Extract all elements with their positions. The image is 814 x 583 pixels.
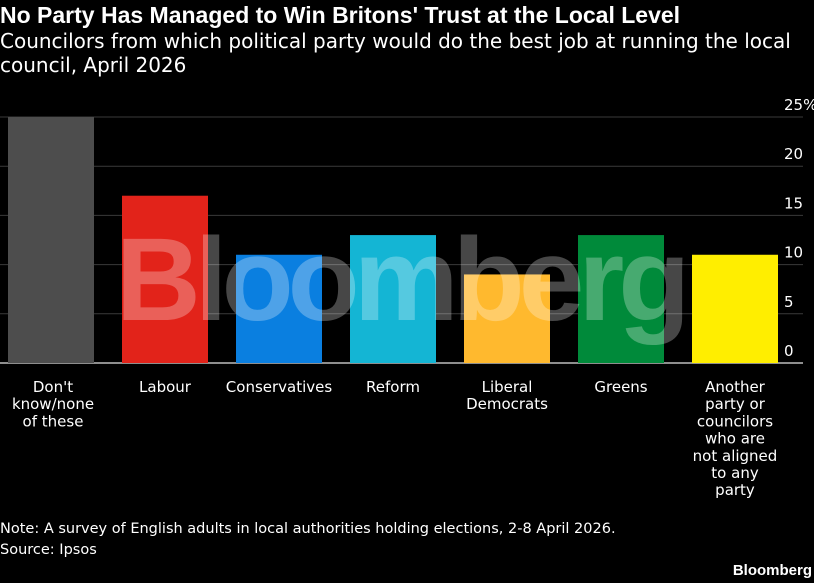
bars [8,117,778,363]
y-tick-label: 10 [784,244,803,262]
y-tick-label: 20 [784,145,803,163]
chart-title: No Party Has Managed to Win Britons' Tru… [0,2,681,28]
y-tick-label: 5 [784,293,794,311]
bar [692,254,778,363]
bar [8,117,94,363]
y-tick-label: 15 [784,194,803,212]
chart-subtitle: Councilors from which political party wo… [0,29,791,77]
x-category-label: Liberal Democrats [466,378,548,413]
bar [464,274,550,363]
x-category-label: Another party or councilors who are not alig… [693,378,778,499]
x-category-label: Conservatives [226,378,333,396]
bar [578,235,664,363]
x-axis-labels: Don't know/none of these Labour Conservative… [12,378,777,499]
x-category-label: Labour [139,378,192,396]
x-category-label: Don't know/none of these [12,378,94,430]
chart-source: Source: Ipsos [0,542,97,558]
chart-note: Note: A survey of English adults in loca… [0,521,616,537]
bar [350,235,436,363]
x-category-label: Reform [366,378,420,396]
y-tick-label: 0 [784,342,794,360]
y-axis-ticks: 0 5 10 15 20 25% [784,96,814,360]
bar [122,195,208,363]
bar [236,254,322,363]
bloomberg-logo-text: Bloomberg [732,562,812,579]
x-category-label: Greens [594,378,647,396]
y-tick-label: 25% [784,96,814,114]
